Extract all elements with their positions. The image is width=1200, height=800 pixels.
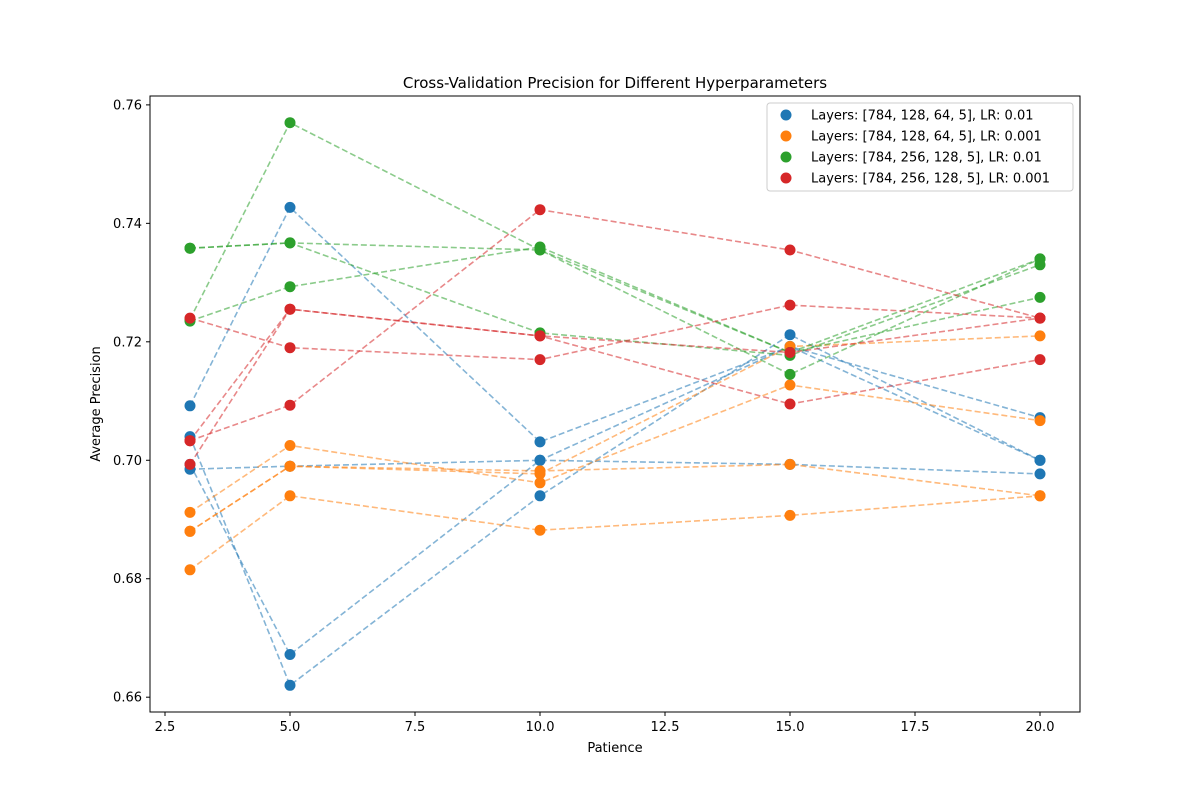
series-line [189,121,1041,376]
chart-title: Cross-Validation Precision for Different… [403,74,827,92]
data-point [784,329,796,341]
legend-marker [780,172,792,184]
data-point [534,465,546,477]
legend-marker [780,151,792,163]
data-point [284,303,296,315]
data-point [784,368,796,380]
x-tick-label: 7.5 [405,720,426,735]
legend: Layers: [784, 128, 64, 5], LR: 0.01 Layer… [766,102,1074,192]
data-point [1034,291,1046,303]
data-point [534,524,546,536]
data-point [534,436,546,448]
data-point [534,354,546,366]
y-tick-label: 0.74 [113,217,142,232]
plot-frame [149,95,1081,713]
data-point [284,649,296,660]
data-point [284,490,296,502]
series-line [189,494,1041,571]
x-tick-label: 12.5 [651,720,680,735]
data-point [1034,312,1046,324]
x-tick-label: 17.5 [901,720,930,735]
data-point [184,312,196,324]
data-point [284,342,296,354]
y-axis: 0.66 0.68 0.70 0.72 0.74 0.76 [113,98,150,706]
data-point [184,400,196,412]
data-point [1034,415,1046,427]
data-point [284,237,296,249]
legend-entry: Layers: [784, 256, 128, 5], LR: 0.001 [811,172,1050,187]
data-point [184,564,196,576]
legend-box [766,102,1074,192]
data-point [1034,354,1046,366]
plot-area [184,117,1046,691]
data-point [534,330,546,342]
series-line [189,206,1041,443]
data-point [784,347,796,358]
data-point [284,399,296,411]
data-point [784,398,796,410]
x-axis: 2.5 5.0 7.5 10.0 12.5 15.0 17.5 20.0 [155,712,1055,735]
data-point [784,379,796,391]
data-point [534,477,546,489]
series-line [189,242,1041,354]
data-point [284,679,296,691]
legend-entry: Layers: [784, 128, 64, 5], LR: 0.01 [811,109,1034,124]
y-axis-label: Average Precision [89,346,104,462]
data-point [1034,490,1046,502]
series-4-points [184,204,1046,470]
series-line [189,246,1041,354]
data-point [284,460,296,472]
data-point [784,509,796,521]
y-tick-label: 0.66 [113,691,142,706]
y-tick-label: 0.72 [113,335,142,350]
data-point [184,458,196,470]
data-point [284,281,296,293]
data-point [534,490,546,502]
y-tick-label: 0.68 [113,572,142,587]
x-axis-label: Patience [587,741,642,756]
data-point [284,117,296,129]
data-point [1034,468,1046,480]
data-point [784,244,796,256]
series-line [189,459,1041,475]
data-point [284,201,296,213]
data-point [184,435,196,447]
x-tick-label: 20.0 [1026,720,1055,735]
data-point [184,242,196,254]
data-point [184,525,196,537]
legend-entry: Layers: [784, 128, 64, 5], LR: 0.001 [811,130,1042,145]
x-tick-label: 5.0 [280,720,301,735]
x-tick-label: 10.0 [526,720,555,735]
data-point [1034,253,1046,265]
x-tick-label: 2.5 [155,720,176,735]
data-point [784,458,796,470]
data-point [1034,330,1046,342]
legend-marker [780,130,792,142]
legend-entry: Layers: [784, 256, 128, 5], LR: 0.01 [811,151,1042,166]
data-point [784,299,796,311]
data-point [534,244,546,256]
y-tick-label: 0.76 [113,98,142,113]
data-point [534,454,546,466]
data-point [1034,454,1046,466]
data-point [284,440,296,451]
y-tick-label: 0.70 [113,454,142,469]
legend-marker [780,109,792,121]
data-point [534,204,546,216]
x-tick-label: 15.0 [776,720,805,735]
data-point [184,506,196,518]
